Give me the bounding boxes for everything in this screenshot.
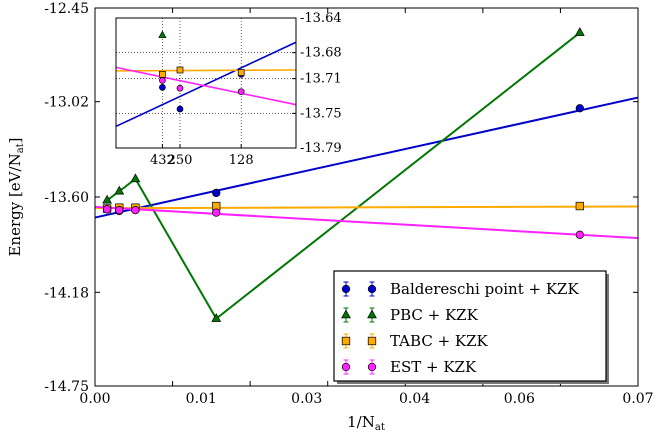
inset-baldereschi-point-kzk-point-1 xyxy=(176,105,184,113)
y-tick-label-3: -14.18 xyxy=(44,285,89,301)
y-tick-label-4: -14.75 xyxy=(44,379,89,395)
est-kzk-fit-line xyxy=(94,205,639,240)
inset-tabc-kzk-point-2 xyxy=(237,69,245,76)
legend-pbc-kzk-marker-1 xyxy=(367,309,377,319)
inset-baldereschi-point-kzk-point-0 xyxy=(159,83,166,91)
baldereschi-point-kzk-fit-line xyxy=(94,96,639,219)
legend-pbc-kzk-label: PBC + KZK xyxy=(390,306,479,324)
inset-y-tick-label-4: -13.79 xyxy=(300,141,342,156)
legend-est-kzk-marker-1 xyxy=(367,362,377,372)
est-kzk-point-3 xyxy=(212,208,221,217)
x-tick-label-4: 0.06 xyxy=(504,391,535,407)
inset-frame xyxy=(115,17,297,149)
inset-y-tick-label-0: -13.64 xyxy=(300,11,342,26)
est-kzk-point-4 xyxy=(575,230,584,239)
inset-grid xyxy=(116,18,296,148)
legend-est-kzk-marker-0 xyxy=(341,362,351,372)
main-plot-ticks: 0.00 0.01 0.03 0.04 0.06 0.07 -12.45 -13.02 -13.… xyxy=(44,1,653,407)
baldereschi-point-kzk-point-3 xyxy=(212,188,221,198)
x-tick-label-5: 0.07 xyxy=(622,391,653,407)
inset-est-kzk-point-2 xyxy=(237,88,245,96)
tabc-kzk-point-4 xyxy=(575,201,584,211)
x-axis-label-main: 1/N xyxy=(347,413,375,431)
main-plot-markers xyxy=(102,27,585,322)
inset-background xyxy=(116,18,296,148)
legend-baldereschi-point-kzk-label: Baldereschi point + KZK xyxy=(390,280,579,298)
inset-y-tick-label-3: -13.75 xyxy=(300,106,342,121)
legend-pbc-kzk-marker-0 xyxy=(341,309,351,319)
inset-x-tick-label-0: 432 xyxy=(150,153,175,168)
inset-tabc-kzk-point-0 xyxy=(159,70,166,78)
x-tick-label-3: 0.04 xyxy=(399,391,430,407)
inset-est-kzk-point-0 xyxy=(159,77,166,84)
inset-x-tick-label-2: 128 xyxy=(229,153,254,168)
y-tick-label-0: -12.45 xyxy=(44,1,89,17)
inset-y-tick-label-1: -13.68 xyxy=(300,46,342,61)
tabc-kzk-fit-line xyxy=(94,205,639,210)
inset-baldereschi-point-kzk-fit-line xyxy=(115,41,297,128)
pbc-kzk-point-2 xyxy=(130,173,141,183)
inset-y-tick-label-2: -13.71 xyxy=(300,72,342,87)
baldereschi-point-kzk-point-4 xyxy=(575,104,584,113)
inset-x-tick-label-1: 250 xyxy=(168,153,193,168)
legend-baldereschi-point-kzk-marker-1 xyxy=(367,284,377,294)
legend-est-kzk-label: EST + KZK xyxy=(390,358,477,376)
legend-tabc-kzk-label: TABC + KZK xyxy=(390,332,489,350)
est-kzk-point-2 xyxy=(131,205,140,215)
y-axis-label-close: ] xyxy=(6,137,24,143)
inset-est-kzk-fit-line xyxy=(115,66,297,106)
inset-pbc-kzk-point-0 xyxy=(158,30,167,38)
legend-box xyxy=(333,270,607,382)
x-tick-label-0: 0.00 xyxy=(79,391,110,407)
pbc-kzk-point-0 xyxy=(102,194,112,204)
pbc-kzk-point-4 xyxy=(574,27,585,36)
legend: Baldereschi point + KZK PBC + KZK TABC + K… xyxy=(333,270,609,384)
inset-est-kzk-point-1 xyxy=(176,84,184,92)
legend-tabc-kzk-marker-1 xyxy=(367,336,377,346)
legend-baldereschi-point-kzk-marker-0 xyxy=(341,284,351,294)
inset-lines xyxy=(115,41,297,128)
y-axis-label-sub: at xyxy=(15,143,26,153)
y-tick-label-1: -13.02 xyxy=(44,95,89,111)
legend-tabc-kzk-marker-0 xyxy=(341,336,351,346)
x-axis-label: 1/Nat xyxy=(347,413,385,433)
x-axis-label-sub: at xyxy=(375,422,385,433)
inset-tabc-kzk-point-1 xyxy=(176,66,184,74)
est-kzk-point-1 xyxy=(115,205,124,215)
inset-markers xyxy=(158,30,245,113)
legend-items: Baldereschi point + KZK PBC + KZK TABC + K… xyxy=(341,280,579,376)
y-axis-label-main: Energy [eV/N xyxy=(6,153,24,256)
inset-tabc-kzk-fit-line xyxy=(115,69,297,72)
x-tick-label-1: 0.01 xyxy=(186,391,217,407)
est-kzk-point-0 xyxy=(102,205,112,214)
y-axis-label: Energy [eV/Nat] xyxy=(6,137,26,256)
y-tick-label-2: -13.60 xyxy=(44,190,89,206)
pbc-kzk-point-3 xyxy=(211,313,222,322)
pbc-kzk-point-1 xyxy=(114,185,125,195)
x-tick-label-2: 0.03 xyxy=(291,391,322,407)
